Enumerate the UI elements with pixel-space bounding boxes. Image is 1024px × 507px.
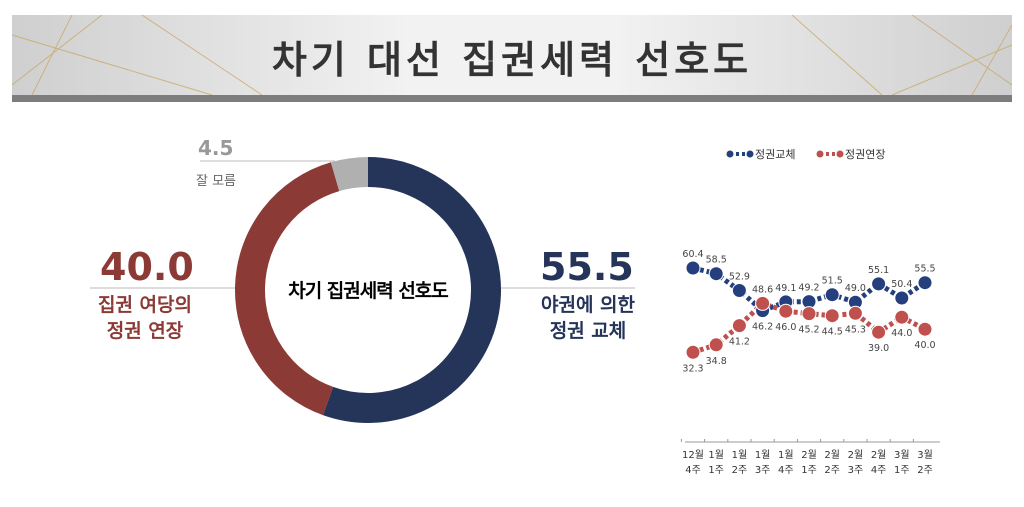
series-line (692, 265, 927, 314)
data-label: 34.8 (706, 356, 727, 367)
legend-marker (816, 150, 824, 158)
data-label: 49.0 (845, 283, 866, 294)
legend-marker (746, 150, 754, 158)
title-banner: 차기 대선 집권세력 선호도 (12, 15, 1012, 95)
data-label: 58.5 (706, 255, 727, 266)
data-label: 45.2 (798, 325, 819, 336)
x-tick-label: 2주 (732, 465, 748, 476)
x-tick-label: 4주 (871, 465, 887, 476)
x-tick-label: 1월 (778, 449, 794, 461)
data-point (685, 260, 701, 276)
extend-label-line1: 집권 여당의 (97, 294, 192, 316)
line-chart: 정권교체 정권연장 60.458.552.9 46.2 49.1 49.251.549.0… (680, 148, 940, 476)
data-point (708, 337, 724, 353)
data-point (894, 290, 910, 306)
legend-label: 정권교체 (755, 148, 795, 161)
data-label: 44.5 (822, 327, 843, 338)
data-label: 40.0 (914, 340, 935, 351)
data-label: 55.1 (868, 265, 889, 276)
x-tick-label: 2월 (871, 449, 887, 461)
data-label: 52.9 (729, 272, 750, 283)
x-tick-label: 2월 (848, 449, 864, 461)
data-label: 49.2 (798, 283, 819, 294)
change-label-line1: 야권에 의한 (540, 294, 635, 316)
donut-slice (330, 157, 369, 192)
x-tick-label: 3월 (894, 449, 910, 461)
data-label: 60.4 (682, 249, 703, 260)
page-title: 차기 대선 집권세력 선호도 (271, 38, 753, 82)
x-tick-label: 1주 (708, 465, 724, 476)
x-tick-label: 3주 (848, 465, 864, 476)
data-point (871, 324, 887, 340)
donut-center-label: 차기 집권세력 선호도 (288, 280, 449, 302)
x-tick-label: 12월 (682, 449, 704, 461)
data-point (708, 266, 724, 282)
data-point (731, 318, 747, 334)
data-point (755, 295, 771, 311)
x-tick-label: 2주 (917, 465, 933, 476)
data-point (871, 276, 887, 292)
x-tick-label: 1월 (708, 449, 724, 461)
banner-decoration (12, 15, 1012, 95)
donut-slice (322, 157, 501, 423)
data-point (731, 283, 747, 298)
x-tick-label: 2주 (824, 465, 840, 476)
x-tick-label: 1월 (732, 449, 748, 461)
data-point (801, 306, 817, 322)
donut-slice (235, 162, 340, 416)
data-label: 55.5 (914, 264, 935, 275)
change-label: 야권에 의한 정권 교체 (528, 292, 648, 344)
extend-value: 40.0 (100, 245, 194, 289)
data-label: 49.1 (775, 283, 796, 294)
data-point (824, 287, 840, 303)
data-label: 44.0 (891, 328, 912, 339)
data-label: 39.0 (868, 343, 889, 354)
x-tick-label: 1월 (755, 449, 771, 461)
banner-underline (12, 95, 1012, 102)
x-tick-label: 3월 (917, 449, 933, 461)
data-label: 32.3 (682, 363, 703, 374)
extend-label: 집권 여당의 정권 연장 (80, 292, 210, 344)
legend-marker (726, 150, 734, 158)
data-label: 46.2 (752, 322, 773, 333)
legend-label: 정권연장 (845, 148, 885, 161)
x-tick-label: 2월 (801, 449, 817, 461)
data-label: 45.3 (845, 324, 866, 335)
data-label: 41.2 (729, 337, 750, 348)
data-point (685, 344, 701, 360)
data-label: 48.6 (752, 284, 773, 295)
data-label: 50.4 (891, 279, 912, 290)
data-label: 46.0 (775, 322, 796, 333)
x-tick-label: 1주 (894, 465, 910, 476)
extend-label-line2: 정권 연장 (106, 320, 184, 342)
x-tick-label: 4주 (778, 465, 794, 476)
data-point (824, 308, 840, 324)
x-tick-label: 2월 (824, 449, 840, 461)
data-point (894, 309, 910, 325)
data-label: 51.5 (822, 276, 843, 287)
x-tick-label: 1주 (801, 465, 817, 476)
x-tick-label: 3주 (755, 465, 771, 476)
unknown-label: 잘 모름 (196, 174, 237, 189)
data-point (847, 305, 863, 321)
legend-marker (836, 150, 844, 158)
change-label-line2: 정권 교체 (549, 320, 627, 342)
data-point (778, 303, 794, 319)
change-value: 55.5 (540, 245, 634, 289)
x-tick-label: 4주 (685, 465, 701, 476)
unknown-value: 4.5 (198, 136, 234, 160)
data-point (917, 275, 933, 291)
data-point (917, 321, 933, 337)
